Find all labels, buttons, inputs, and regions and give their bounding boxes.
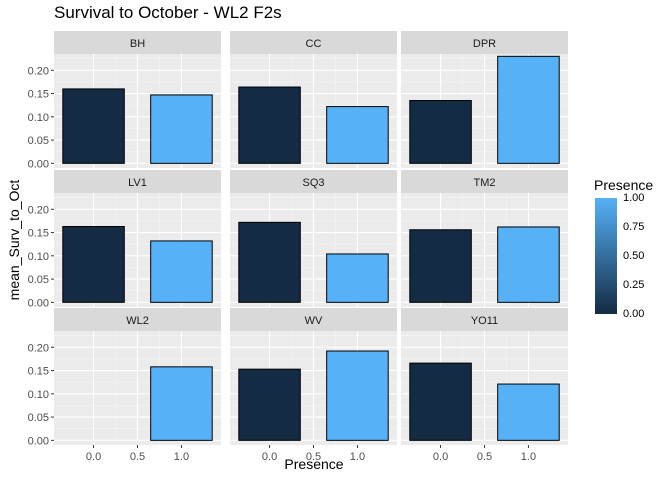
facet-label: WV <box>305 315 323 327</box>
facet-label: CC <box>306 38 322 50</box>
y-tick-label: 0.10 <box>28 389 49 401</box>
y-tick-label: 0.05 <box>28 274 49 286</box>
y-tick-label: 0.00 <box>28 158 49 170</box>
x-tick-label: 1.0 <box>521 451 536 463</box>
facet-strip <box>401 170 568 193</box>
bar <box>238 221 301 303</box>
y-tick-label: 0.10 <box>28 251 49 263</box>
facet-strip <box>230 308 397 331</box>
y-tick-label: 0.15 <box>28 228 49 240</box>
x-tick-label: 0.5 <box>306 451 321 463</box>
y-tick-label: 0.05 <box>28 135 49 147</box>
bar <box>497 226 560 303</box>
bar <box>409 100 472 164</box>
facet-label: LV1 <box>128 177 147 189</box>
bar <box>409 229 472 303</box>
bar <box>326 253 389 303</box>
bar <box>326 350 389 441</box>
legend-colorbar <box>595 198 617 314</box>
facet-strip <box>54 308 221 331</box>
bar <box>62 88 125 164</box>
facet-label: SQ3 <box>302 177 324 189</box>
legend-label: 0.50 <box>623 250 645 262</box>
facet-strip <box>230 31 397 54</box>
x-tick-label: 0.5 <box>477 451 492 463</box>
bar <box>326 106 389 164</box>
x-tick-label: 0.0 <box>86 451 101 463</box>
facet-strip <box>401 308 568 331</box>
chart-title: Survival to October - WL2 F2s <box>54 3 282 22</box>
x-tick-label: 1.0 <box>350 451 365 463</box>
facet-strip <box>401 31 568 54</box>
legend-title: Presence <box>594 177 654 193</box>
y-tick-label: 0.20 <box>28 204 49 216</box>
x-tick-label: 1.0 <box>174 451 189 463</box>
y-tick-label: 0.00 <box>28 435 49 447</box>
bar <box>150 240 213 303</box>
bar <box>497 383 560 441</box>
facet-strip <box>54 170 221 193</box>
y-tick-label: 0.00 <box>28 297 49 309</box>
x-tick-label: 0.0 <box>433 451 448 463</box>
bar <box>409 362 472 441</box>
x-tick-label: 0.0 <box>262 451 277 463</box>
x-tick-label: 0.5 <box>130 451 145 463</box>
y-tick-label: 0.20 <box>28 342 49 354</box>
y-tick-label: 0.15 <box>28 89 49 101</box>
legend-label: 0.00 <box>623 308 645 320</box>
y-tick-label: 0.05 <box>28 412 49 424</box>
bar <box>62 226 125 303</box>
bar <box>150 94 213 164</box>
facet-label: TM2 <box>474 177 496 189</box>
legend-label: 1.00 <box>623 192 645 204</box>
facet-label: YO11 <box>471 315 498 327</box>
facet-label: DPR <box>473 38 496 50</box>
facet-strip <box>230 170 397 193</box>
y-axis-label: mean_Surv_to_Oct <box>6 179 22 301</box>
y-tick-label: 0.20 <box>28 65 49 77</box>
bar <box>150 366 213 441</box>
facet-label: WL2 <box>126 315 149 327</box>
facet-strip <box>54 31 221 54</box>
y-tick-label: 0.15 <box>28 366 49 378</box>
bar <box>497 55 560 164</box>
y-tick-label: 0.10 <box>28 112 49 124</box>
legend-label: 0.75 <box>623 221 645 233</box>
bar <box>238 368 301 441</box>
legend-label: 0.25 <box>623 279 645 291</box>
facet-label: BH <box>130 38 145 50</box>
bar <box>238 86 301 164</box>
